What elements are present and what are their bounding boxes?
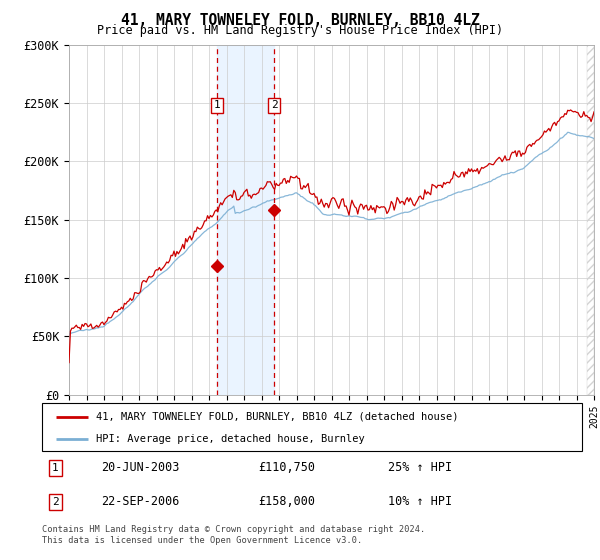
Text: 1: 1: [52, 463, 59, 473]
Text: HPI: Average price, detached house, Burnley: HPI: Average price, detached house, Burn…: [96, 434, 365, 444]
Bar: [217, 45, 274, 395]
Text: 22-SEP-2006: 22-SEP-2006: [101, 496, 180, 508]
Text: 41, MARY TOWNELEY FOLD, BURNLEY, BB10 4LZ (detached house): 41, MARY TOWNELEY FOLD, BURNLEY, BB10 4L…: [96, 412, 458, 422]
Text: 25% ↑ HPI: 25% ↑ HPI: [388, 461, 452, 474]
Text: 41, MARY TOWNELEY FOLD, BURNLEY, BB10 4LZ: 41, MARY TOWNELEY FOLD, BURNLEY, BB10 4L…: [121, 13, 479, 28]
Text: Contains HM Land Registry data © Crown copyright and database right 2024.
This d: Contains HM Land Registry data © Crown c…: [42, 525, 425, 545]
Text: Price paid vs. HM Land Registry's House Price Index (HPI): Price paid vs. HM Land Registry's House …: [97, 24, 503, 37]
Text: 20-JUN-2003: 20-JUN-2003: [101, 461, 180, 474]
Text: £158,000: £158,000: [258, 496, 315, 508]
Text: £110,750: £110,750: [258, 461, 315, 474]
Text: 2: 2: [52, 497, 59, 507]
Text: 1: 1: [214, 100, 221, 110]
Text: 10% ↑ HPI: 10% ↑ HPI: [388, 496, 452, 508]
Text: 2: 2: [271, 100, 277, 110]
